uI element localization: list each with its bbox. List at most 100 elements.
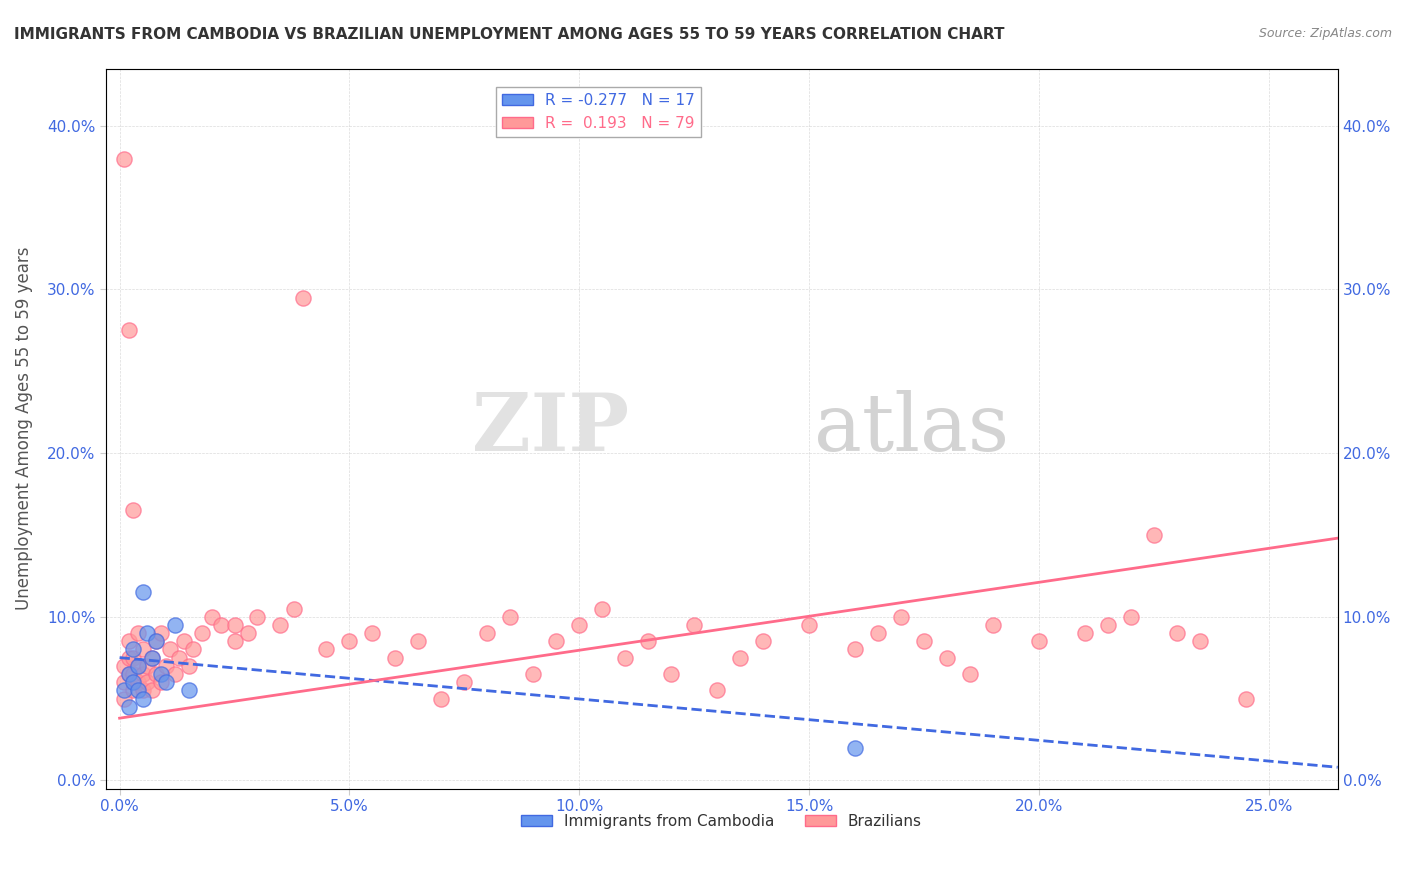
Point (614, 650, 637, 665)
Point (127, 675, 149, 690)
Point (112, 691, 135, 706)
Point (912, 634, 935, 648)
Point (122, 683, 145, 698)
Point (131, 667, 153, 681)
Point (890, 609, 912, 624)
Point (200, 609, 222, 624)
Point (384, 650, 406, 665)
Text: Source: ZipAtlas.com: Source: ZipAtlas.com (1258, 27, 1392, 40)
Point (118, 667, 141, 681)
Point (145, 634, 167, 648)
Point (145, 667, 167, 681)
Point (112, 675, 135, 690)
Point (122, 642, 145, 657)
Point (131, 683, 153, 698)
Point (844, 740, 866, 755)
Point (177, 683, 200, 698)
Point (149, 667, 172, 681)
Point (1166, 626, 1188, 640)
Point (127, 683, 149, 698)
Point (136, 658, 159, 673)
Point (149, 675, 172, 690)
Point (131, 642, 153, 657)
Point (683, 618, 706, 632)
Point (797, 618, 820, 632)
Point (706, 683, 728, 698)
Point (339, 634, 361, 648)
Text: atlas: atlas (814, 390, 1010, 467)
Point (145, 634, 167, 648)
Point (122, 503, 145, 517)
Point (112, 152, 135, 166)
Point (752, 634, 775, 648)
Point (361, 626, 384, 640)
Point (181, 642, 204, 657)
Point (866, 626, 889, 640)
Point (141, 683, 163, 698)
Point (546, 634, 568, 648)
Point (238, 626, 260, 640)
Point (209, 618, 232, 632)
Point (118, 634, 141, 648)
Point (1234, 691, 1257, 706)
Point (936, 650, 959, 665)
Point (568, 618, 591, 632)
Point (269, 618, 291, 632)
Point (131, 691, 153, 706)
Point (118, 699, 141, 714)
Point (224, 634, 246, 648)
Point (177, 658, 200, 673)
Point (127, 658, 149, 673)
Point (1188, 634, 1211, 648)
Point (163, 618, 186, 632)
Text: IMMIGRANTS FROM CAMBODIA VS BRAZILIAN UNEMPLOYMENT AMONG AGES 55 TO 59 YEARS COR: IMMIGRANTS FROM CAMBODIA VS BRAZILIAN UN… (14, 27, 1004, 42)
Point (127, 658, 149, 673)
Point (637, 634, 659, 648)
Point (1028, 634, 1050, 648)
Point (122, 650, 145, 665)
Point (173, 634, 195, 648)
Point (408, 634, 430, 648)
Point (283, 601, 305, 615)
Point (112, 658, 135, 673)
Point (159, 642, 181, 657)
Point (163, 667, 186, 681)
Point (1143, 528, 1166, 542)
Point (155, 658, 177, 673)
Point (659, 667, 682, 681)
Point (315, 642, 337, 657)
Point (477, 626, 499, 640)
Point (981, 618, 1004, 632)
Point (430, 691, 453, 706)
Point (136, 675, 159, 690)
Point (122, 667, 145, 681)
Text: ZIP: ZIP (472, 390, 630, 467)
Y-axis label: Unemployment Among Ages 55 to 59 years: Unemployment Among Ages 55 to 59 years (15, 247, 32, 610)
Point (292, 291, 315, 305)
Point (959, 667, 981, 681)
Point (118, 323, 141, 337)
Point (522, 667, 544, 681)
Point (131, 585, 153, 599)
Point (453, 675, 475, 690)
Point (141, 650, 163, 665)
Point (499, 609, 522, 624)
Point (118, 667, 141, 681)
Point (118, 650, 141, 665)
Point (728, 650, 751, 665)
Point (1074, 626, 1097, 640)
Point (127, 626, 149, 640)
Point (1097, 618, 1119, 632)
Point (155, 675, 177, 690)
Point (122, 675, 145, 690)
Legend: Immigrants from Cambodia, Brazilians: Immigrants from Cambodia, Brazilians (516, 807, 928, 835)
Point (112, 683, 135, 698)
Point (149, 626, 172, 640)
Point (141, 650, 163, 665)
Point (246, 609, 269, 624)
Point (169, 650, 191, 665)
Point (591, 601, 613, 615)
Point (224, 618, 246, 632)
Point (844, 642, 866, 657)
Point (1119, 609, 1142, 624)
